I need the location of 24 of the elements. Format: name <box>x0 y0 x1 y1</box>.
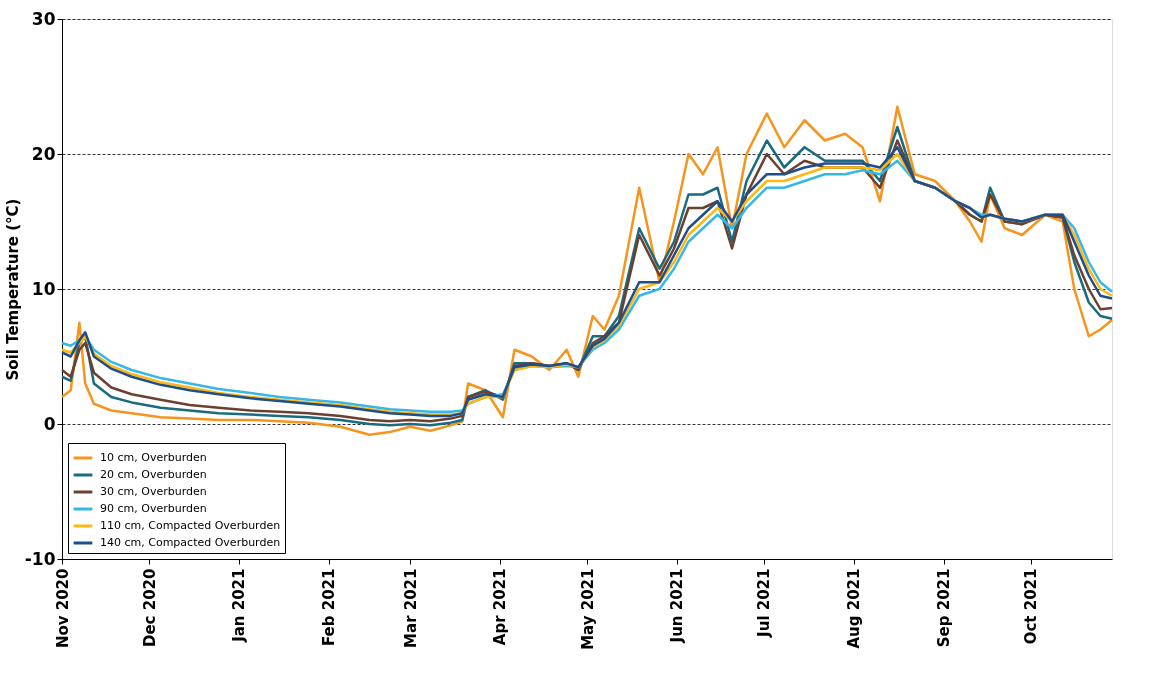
legend-label: 90 cm, Overburden <box>100 502 207 515</box>
x-tick-label: Apr 2021 <box>491 568 510 646</box>
x-tick-label: Jan 2021 <box>230 568 249 643</box>
x-tick-label: Sep 2021 <box>935 568 954 648</box>
y-tick-label: 10 <box>31 278 56 299</box>
legend-label: 10 cm, Overburden <box>100 451 207 464</box>
x-tick-label: Nov 2020 <box>53 568 72 649</box>
y-tick-label: 0 <box>43 413 56 434</box>
y-tick-label: 30 <box>31 8 56 29</box>
x-tick-label: May 2021 <box>578 568 597 650</box>
y-tick-label: 20 <box>31 143 56 164</box>
x-tick-label: Mar 2021 <box>401 568 420 648</box>
legend-label: 30 cm, Overburden <box>100 485 207 498</box>
x-tick-label: Dec 2020 <box>140 568 159 647</box>
x-tick-label: Oct 2021 <box>1022 568 1041 645</box>
legend-label: 140 cm, Compacted Overburden <box>100 536 281 549</box>
x-tick-label: Jun 2021 <box>668 568 687 644</box>
x-tick-label: Feb 2021 <box>320 568 339 647</box>
legend-label: 110 cm, Compacted Overburden <box>100 519 281 532</box>
y-axis-title: Soil Temperature (°C) <box>3 198 22 381</box>
y-tick-label: -10 <box>24 548 56 569</box>
legend-label: 20 cm, Overburden <box>100 468 207 481</box>
x-tick-label: Aug 2021 <box>845 568 864 649</box>
x-tick-label: Jul 2021 <box>755 568 774 638</box>
